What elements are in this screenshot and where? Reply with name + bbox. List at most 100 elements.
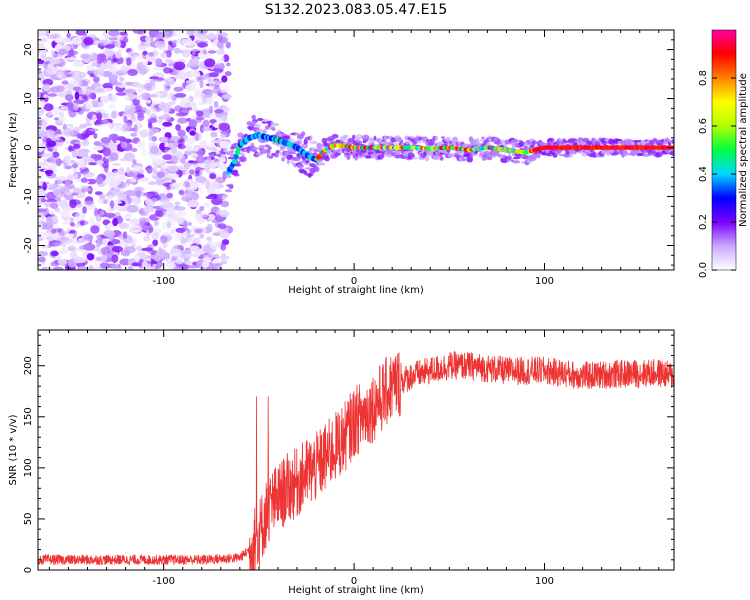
spectrogram-ridge-halo bbox=[671, 151, 674, 156]
spectrogram-ridge-halo bbox=[309, 140, 318, 145]
spectrogram-ridge-halo bbox=[234, 163, 242, 167]
spectrogram-ridge-halo bbox=[269, 155, 274, 159]
spectrogram-noise-blob bbox=[126, 204, 139, 213]
spectrogram-noise-blob bbox=[111, 122, 123, 127]
spectrogram-noise-blob bbox=[38, 31, 48, 37]
spectrogram-noise-blob bbox=[177, 244, 184, 250]
spectrogram-noise-blob bbox=[201, 97, 208, 104]
spectrogram-ridge-halo bbox=[225, 174, 232, 179]
spectrogram-noise-blob bbox=[58, 111, 65, 118]
spectrogram-noise-blob bbox=[80, 53, 91, 59]
spectrogram-noise-blob bbox=[60, 105, 66, 110]
spectrogram-ridge-halo bbox=[394, 142, 399, 146]
snr-ticks: -100 0 100 0 50 100 150 200 bbox=[23, 330, 674, 587]
spectrogram-noise-blob bbox=[54, 37, 66, 44]
spectrogram-noise-blob bbox=[51, 53, 60, 59]
spectrogram-ridge-halo bbox=[439, 156, 444, 161]
spectrogram-noise-blob bbox=[186, 221, 193, 226]
spectrogram-noise-blob bbox=[146, 267, 156, 270]
spectrogram-marks bbox=[38, 30, 674, 270]
spectrogram-noise-blob bbox=[220, 243, 227, 251]
spectrogram-noise-blob bbox=[207, 78, 212, 83]
spectrogram-ridge-halo bbox=[365, 155, 372, 158]
spectrogram-noise-blob bbox=[48, 230, 60, 238]
snr-marks bbox=[38, 350, 674, 570]
spectrogram-ridge-halo bbox=[671, 138, 674, 145]
spectrogram-ytick-label: 0 bbox=[23, 144, 34, 150]
spectrogram-noise-blob bbox=[194, 132, 200, 142]
spectrogram-noise-blob bbox=[41, 153, 54, 158]
spectrogram-noise-blob bbox=[72, 143, 81, 149]
spectrogram-noise-blob bbox=[81, 139, 90, 147]
spectrogram-ridge-halo bbox=[511, 138, 519, 143]
spectrogram-noise-blob bbox=[80, 177, 88, 183]
snr-xtick-label: -100 bbox=[152, 576, 175, 587]
spectrogram-noise-blob bbox=[68, 245, 76, 251]
spectrogram-noise-blob bbox=[204, 58, 216, 68]
spectrogram-noise-blob bbox=[119, 77, 125, 81]
spectrogram-noise-blob bbox=[86, 66, 95, 71]
spectrogram-noise-blob bbox=[65, 57, 77, 61]
spectrogram-ridge-halo bbox=[254, 123, 261, 128]
spectrogram-noise-blob bbox=[218, 210, 230, 218]
spectrogram-noise-blob bbox=[73, 61, 85, 68]
spectrogram-noise-blob bbox=[221, 252, 227, 258]
spectrogram-noise-blob bbox=[55, 158, 62, 167]
spectrogram-noise-blob bbox=[77, 266, 89, 270]
spectrogram-noise-blob bbox=[169, 100, 177, 105]
spectrogram-noise-blob bbox=[146, 165, 153, 174]
spectrogram-noise-blob bbox=[89, 128, 99, 132]
spectrogram-ridge-halo bbox=[405, 140, 412, 145]
spectrogram-noise-blob bbox=[132, 95, 137, 100]
spectrogram-noise-blob bbox=[217, 229, 229, 234]
spectrogram-ridge-halo bbox=[573, 150, 577, 155]
spectrogram-noise-blob bbox=[149, 76, 159, 80]
snr-xtick-label: 0 bbox=[351, 576, 357, 587]
spectrogram-noise-blob bbox=[111, 254, 119, 263]
spectrogram-noise-blob bbox=[149, 129, 155, 137]
spectrogram-ridge-halo bbox=[613, 152, 617, 156]
spectrogram-noise-blob bbox=[113, 126, 122, 132]
spectrogram-noise-blob bbox=[186, 30, 195, 36]
spectrogram-noise-blob bbox=[123, 152, 135, 162]
spectrogram-ridge-halo bbox=[469, 154, 473, 159]
spectrogram-noise-blob bbox=[115, 92, 127, 96]
spectrogram-noise-blob bbox=[94, 191, 103, 196]
spectrogram-ridge-halo bbox=[343, 134, 349, 138]
spectrogram-noise-blob bbox=[134, 186, 143, 195]
spectrogram-ridge-halo bbox=[424, 156, 430, 162]
spectrogram-noise-blob bbox=[168, 63, 174, 67]
spectrogram-ridge-halo bbox=[523, 145, 528, 151]
spectrogram-noise-blob bbox=[180, 97, 192, 102]
spectrogram-ridge-halo bbox=[300, 131, 306, 136]
spectrogram-noise-blob bbox=[88, 216, 95, 226]
spectrogram-noise-blob bbox=[164, 58, 173, 64]
spectrogram-noise-blob bbox=[186, 236, 197, 244]
colorbar-tick-label: 0.0 bbox=[698, 262, 709, 278]
spectrogram-noise-blob bbox=[182, 230, 188, 239]
spectrogram-noise-blob bbox=[219, 140, 231, 149]
colorbar-tick-label: 0.8 bbox=[698, 70, 709, 86]
spectrogram-ridge-halo bbox=[230, 150, 235, 153]
spectrogram-noise-blob bbox=[83, 200, 95, 206]
spectrogram-noise-blob bbox=[195, 116, 205, 121]
spectrogram-noise-blob bbox=[59, 199, 69, 208]
spectrogram-noise-blob bbox=[147, 118, 158, 124]
spectrogram-noise-blob bbox=[161, 113, 172, 121]
spectrogram-noise-blob bbox=[109, 37, 119, 41]
spectrogram-noise-blob bbox=[47, 148, 54, 152]
spectrogram-noise-blob bbox=[62, 221, 72, 225]
spectrogram-noise-blob bbox=[82, 171, 95, 178]
snr-ytick-label: 0 bbox=[23, 567, 34, 573]
spectrogram-noise-blob bbox=[150, 78, 155, 86]
spectrogram-noise-blob bbox=[95, 160, 104, 165]
spectrogram-noise-blob bbox=[47, 62, 55, 69]
spectrogram-noise-blob bbox=[38, 256, 46, 263]
spectrogram-noise-blob bbox=[151, 136, 158, 142]
spectrogram-noise-blob bbox=[145, 99, 152, 104]
spectrogram-ridge-halo bbox=[384, 135, 388, 141]
spectrogram-noise-blob bbox=[143, 235, 151, 242]
spectrogram-noise-blob bbox=[146, 191, 159, 200]
spectrogram-noise-blob bbox=[196, 209, 202, 214]
spectrogram-noise-blob bbox=[153, 255, 161, 262]
